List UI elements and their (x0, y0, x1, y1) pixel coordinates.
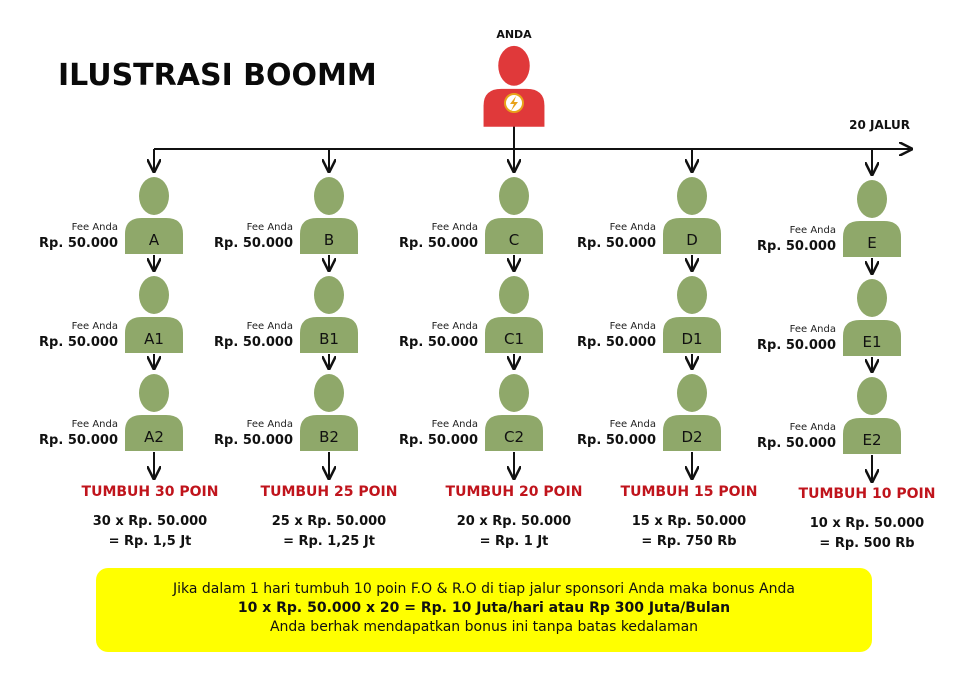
member-avatar: D1 (663, 276, 721, 353)
fee-caption: Fee Anda (71, 222, 118, 233)
calc-line-2: = Rp. 750 Rb (641, 534, 737, 549)
fee-caption: Fee Anda (246, 222, 293, 233)
growth-points: TUMBUH 30 POIN (81, 484, 219, 500)
fee-caption: Fee Anda (789, 422, 836, 433)
member-avatar: E (843, 180, 901, 257)
node-label: A (149, 231, 160, 249)
calc-line-2: = Rp. 1 Jt (479, 534, 549, 549)
fee-caption: Fee Anda (431, 222, 478, 233)
node-label: D2 (681, 428, 702, 446)
member-avatar: E1 (843, 279, 901, 356)
member-avatar: C (485, 177, 543, 254)
fee-amount: Rp. 50.000 (214, 335, 293, 350)
node-label: E (867, 234, 876, 252)
fee-amount: Rp. 50.000 (757, 338, 836, 353)
fee-amount: Rp. 50.000 (577, 236, 656, 251)
node-label: B (324, 231, 334, 249)
fee-amount: Rp. 50.000 (39, 335, 118, 350)
top-node-avatar (483, 45, 545, 127)
fee-caption: Fee Anda (71, 321, 118, 332)
member-avatar: C1 (485, 276, 543, 353)
fee-caption: Fee Anda (71, 419, 118, 430)
node-label: D (686, 231, 698, 249)
growth-points: TUMBUH 20 POIN (445, 484, 583, 500)
fee-caption: Fee Anda (789, 324, 836, 335)
bonus-note: Jika dalam 1 hari tumbuh 10 poin F.O & R… (96, 568, 872, 652)
fee-amount: Rp. 50.000 (39, 236, 118, 251)
fee-amount: Rp. 50.000 (399, 236, 478, 251)
fee-amount: Rp. 50.000 (757, 436, 836, 451)
fee-amount: Rp. 50.000 (399, 335, 478, 350)
fee-amount: Rp. 50.000 (399, 433, 478, 448)
fee-amount: Rp. 50.000 (577, 335, 656, 350)
node-label: C (509, 231, 519, 249)
member-avatar: C2 (485, 374, 543, 451)
calc-line-2: = Rp. 1,25 Jt (283, 534, 375, 549)
fee-caption: Fee Anda (609, 222, 656, 233)
fee-amount: Rp. 50.000 (39, 433, 118, 448)
member-avatar: B2 (300, 374, 358, 451)
member-avatar: B1 (300, 276, 358, 353)
page-title: ILUSTRASI BOOMM (58, 58, 377, 93)
fee-amount: Rp. 50.000 (577, 433, 656, 448)
fee-caption: Fee Anda (431, 419, 478, 430)
lightning-icon (504, 93, 524, 113)
node-label: B2 (319, 428, 339, 446)
note-line-3: Anda berhak mendapatkan bonus ini tanpa … (269, 619, 699, 635)
node-label: A1 (144, 330, 164, 348)
top-node-label: ANDA (496, 28, 532, 41)
growth-points: TUMBUH 10 POIN (798, 486, 936, 502)
fee-caption: Fee Anda (246, 419, 293, 430)
member-avatar: D (663, 177, 721, 254)
note-line-2: 10 x Rp. 50.000 x 20 = Rp. 10 Juta/hari … (237, 600, 731, 616)
calc-line-1: 30 x Rp. 50.000 (92, 514, 208, 529)
member-avatar: E2 (843, 377, 901, 454)
calc-line-1: 25 x Rp. 50.000 (271, 514, 387, 529)
fee-caption: Fee Anda (431, 321, 478, 332)
member-avatar: A (125, 177, 183, 254)
node-label: A2 (144, 428, 164, 446)
member-avatar: A2 (125, 374, 183, 451)
node-label: E1 (862, 333, 881, 351)
member-avatar: B (300, 177, 358, 254)
node-label: C1 (504, 330, 524, 348)
branch-count-label: 20 JALUR (849, 118, 910, 132)
fee-caption: Fee Anda (609, 321, 656, 332)
fee-amount: Rp. 50.000 (214, 236, 293, 251)
calc-line-2: = Rp. 500 Rb (819, 536, 915, 551)
calc-line-1: 20 x Rp. 50.000 (456, 514, 572, 529)
calc-line-1: 15 x Rp. 50.000 (631, 514, 747, 529)
fee-caption: Fee Anda (789, 225, 836, 236)
member-avatar: A1 (125, 276, 183, 353)
node-label: E2 (862, 431, 881, 449)
node-label: B1 (319, 330, 339, 348)
fee-amount: Rp. 50.000 (757, 239, 836, 254)
calc-line-2: = Rp. 1,5 Jt (108, 534, 192, 549)
node-label: C2 (504, 428, 524, 446)
note-line-1: Jika dalam 1 hari tumbuh 10 poin F.O & R… (173, 581, 795, 597)
member-avatar: D2 (663, 374, 721, 451)
growth-points: TUMBUH 15 POIN (620, 484, 758, 500)
growth-points: TUMBUH 25 POIN (260, 484, 398, 500)
fee-amount: Rp. 50.000 (214, 433, 293, 448)
calc-line-1: 10 x Rp. 50.000 (809, 516, 925, 531)
node-label: D1 (681, 330, 702, 348)
fee-caption: Fee Anda (609, 419, 656, 430)
fee-caption: Fee Anda (246, 321, 293, 332)
